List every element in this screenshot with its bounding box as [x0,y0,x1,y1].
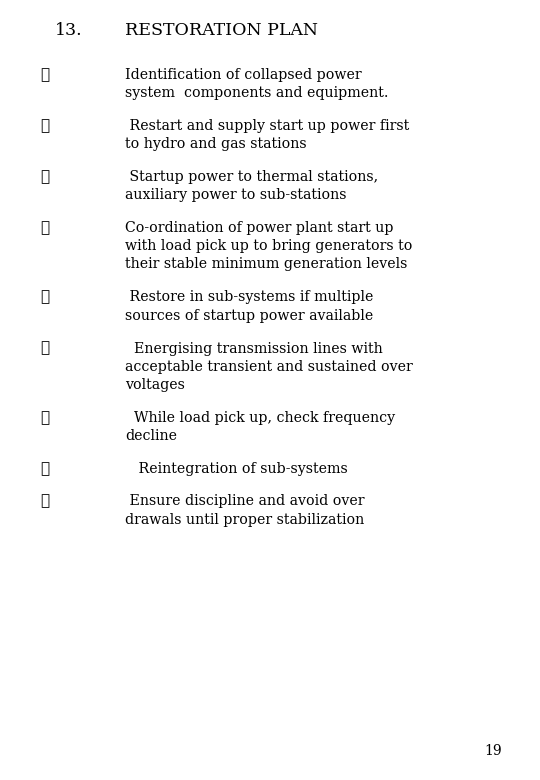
Text: ❖: ❖ [40,411,50,425]
Text: Energising transmission lines with
acceptable transient and sustained over
volta: Energising transmission lines with accep… [125,342,413,392]
Text: ❖: ❖ [40,170,50,184]
Text: ❖: ❖ [40,462,50,476]
Text: While load pick up, check frequency
decline: While load pick up, check frequency decl… [125,411,395,443]
Text: Startup power to thermal stations,
auxiliary power to sub-stations: Startup power to thermal stations, auxil… [125,170,378,202]
Text: 19: 19 [484,744,502,758]
Text: 13.: 13. [55,22,83,39]
Text: Identification of collapsed power
system  components and equipment.: Identification of collapsed power system… [125,68,388,100]
Text: ❖: ❖ [40,119,50,133]
Text: Co-ordination of power plant start up
with load pick up to bring generators to
t: Co-ordination of power plant start up wi… [125,221,413,271]
Text: ❖: ❖ [40,495,50,509]
Text: Reintegration of sub-systems: Reintegration of sub-systems [125,462,348,476]
Text: Restore in sub-systems if multiple
sources of startup power available: Restore in sub-systems if multiple sourc… [125,290,373,323]
Text: ❖: ❖ [40,290,50,304]
Text: Ensure discipline and avoid over
drawals until proper stabilization: Ensure discipline and avoid over drawals… [125,495,364,526]
Text: RESTORATION PLAN: RESTORATION PLAN [125,22,318,39]
Text: Restart and supply start up power first
to hydro and gas stations: Restart and supply start up power first … [125,119,409,151]
Text: ❖: ❖ [40,342,50,356]
Text: ❖: ❖ [40,221,50,235]
Text: ❖: ❖ [40,68,50,82]
